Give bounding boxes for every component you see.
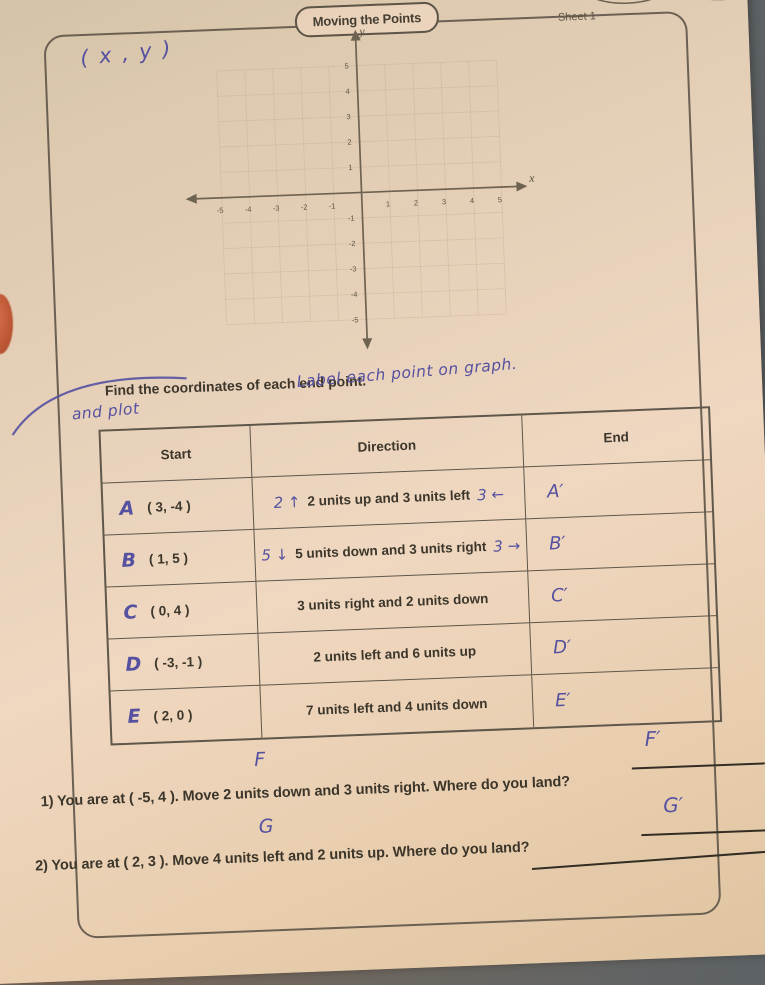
- handwritten-end-letter: B′: [548, 532, 567, 555]
- svg-text:-5: -5: [217, 206, 224, 215]
- handwritten-letter: D: [125, 652, 142, 676]
- handwritten-end-letter: A′: [546, 480, 564, 503]
- start-cell: A ( 3, -4 ): [102, 477, 255, 536]
- start-coords: ( 3, -4 ): [146, 498, 191, 515]
- decorative-arcs: [575, 0, 765, 4]
- start-cell: B ( 1, 5 ): [104, 529, 257, 588]
- start-coords: ( 2, 0 ): [153, 706, 193, 724]
- svg-text:-1: -1: [329, 201, 336, 210]
- svg-text:-4: -4: [245, 205, 252, 214]
- handwritten-letter: A: [119, 496, 135, 520]
- y-axis: [354, 37, 369, 342]
- svg-text:5: 5: [344, 61, 349, 70]
- svg-text:3: 3: [442, 197, 447, 206]
- handwritten-letter: B: [121, 548, 137, 572]
- worksheet-content: Moving the Points Sheet 1 ( x , y ) y x …: [11, 0, 765, 939]
- svg-text:-2: -2: [349, 239, 356, 248]
- handwritten-g-prime: G′: [662, 792, 684, 818]
- direction-cell: 7 units left and 4 units down: [260, 675, 535, 738]
- coordinate-plane: y x -5 -4 -3 -2 -1 1 2 3 4 5 -5 -4 -3 -2 -1 1 2 3 4 5: [185, 24, 536, 350]
- x-axis-right-arrow-icon: [516, 181, 528, 192]
- svg-text:-5: -5: [352, 315, 359, 324]
- end-cell: A′: [524, 460, 713, 520]
- x-axis-left-arrow-icon: [185, 193, 197, 204]
- svg-text:-4: -4: [351, 290, 358, 299]
- handwritten-end-letter: D′: [552, 636, 572, 659]
- svg-text:-2: -2: [301, 203, 308, 212]
- handwritten-end-letter: C′: [550, 584, 569, 607]
- start-coords: ( 1, 5 ): [148, 550, 189, 567]
- answer-blank-2: [640, 811, 765, 837]
- x-axis: [193, 185, 520, 200]
- svg-text:2: 2: [414, 198, 419, 207]
- end-cell: E′: [532, 668, 720, 727]
- svg-text:5: 5: [498, 195, 503, 204]
- handwritten-pre: 5 ↓: [261, 545, 289, 565]
- y-axis-label: y: [358, 24, 366, 38]
- end-cell: B′: [526, 512, 715, 572]
- end-cell: D′: [530, 616, 719, 676]
- start-cell: C ( 0, 4 ): [106, 581, 259, 640]
- handwritten-f-prime: F′: [644, 726, 662, 751]
- pen-swoosh: [11, 376, 187, 436]
- direction-text: 3 units right and 2 units down: [296, 590, 489, 614]
- handwritten-letter: C: [123, 600, 138, 624]
- start-coords: ( 0, 4 ): [150, 602, 190, 619]
- svg-text:-3: -3: [350, 264, 357, 273]
- handwritten-pre: 2 ↑: [273, 492, 301, 512]
- y-axis-top-arrow-icon: [350, 29, 361, 41]
- svg-text:2: 2: [347, 137, 352, 146]
- svg-text:4: 4: [345, 87, 350, 96]
- svg-text:1: 1: [348, 163, 353, 172]
- svg-text:1: 1: [386, 199, 391, 208]
- handwritten-f: F: [253, 748, 266, 771]
- handwritten-post: 3 →: [492, 536, 521, 556]
- handwritten-letter: E: [127, 705, 141, 728]
- direction-text: 5 units down and 3 units right: [294, 538, 487, 562]
- svg-text:3: 3: [346, 112, 351, 121]
- points-table: Start Direction End A ( 3, -4 ) 2 ↑ 2 un…: [98, 406, 723, 746]
- handwritten-post: 3 ←: [476, 484, 505, 504]
- svg-text:4: 4: [470, 196, 475, 205]
- svg-text:-1: -1: [348, 214, 355, 223]
- x-axis-label: x: [528, 171, 536, 185]
- table-header-end: End: [522, 408, 711, 468]
- start-cell: E ( 2, 0 ): [110, 685, 263, 744]
- end-cell: C′: [528, 564, 717, 624]
- direction-text: 2 units left and 6 units up: [313, 643, 477, 665]
- handwritten-g: G: [258, 815, 274, 838]
- direction-text: 2 units up and 3 units left: [307, 487, 471, 509]
- svg-text:-3: -3: [273, 204, 280, 213]
- fingertip: [0, 294, 13, 354]
- handwritten-end-letter: E′: [554, 689, 572, 711]
- start-cell: D ( -3, -1 ): [108, 633, 261, 692]
- y-axis-bottom-arrow-icon: [362, 338, 373, 350]
- start-coords: ( -3, -1 ): [153, 653, 203, 671]
- sheet-label: Sheet 1: [557, 10, 597, 24]
- direction-text: 7 units left and 4 units down: [305, 695, 488, 718]
- table-header-start: Start: [100, 425, 253, 484]
